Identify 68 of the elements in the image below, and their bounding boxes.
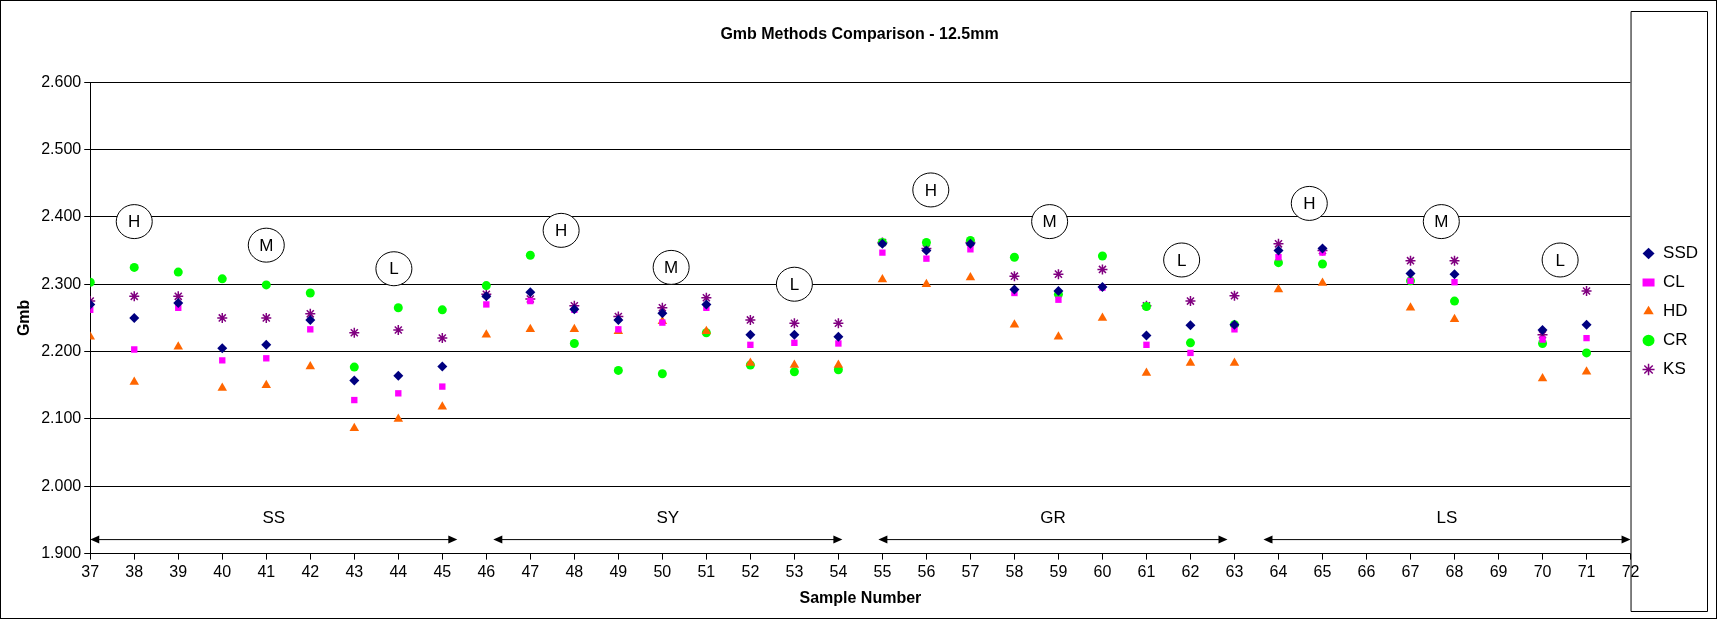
y-tick-label: 2.000 bbox=[41, 476, 82, 494]
y-tick-label: 1.900 bbox=[41, 544, 82, 562]
y-tick-label: 2.200 bbox=[41, 341, 82, 359]
x-tick-label: 63 bbox=[1225, 562, 1244, 580]
x-tick-label: 62 bbox=[1181, 562, 1200, 580]
x-tick-label: 48 bbox=[565, 562, 584, 580]
legend-label: CR bbox=[1663, 330, 1688, 350]
x-tick-label: 56 bbox=[917, 562, 936, 580]
annotation: GR bbox=[1040, 508, 1066, 528]
annotation: L bbox=[789, 274, 800, 294]
x-tick-label: 65 bbox=[1313, 562, 1332, 580]
x-tick-label: 51 bbox=[697, 562, 716, 580]
x-tick-label: 67 bbox=[1401, 562, 1420, 580]
x-tick-label: 38 bbox=[125, 562, 144, 580]
annotation: L bbox=[1176, 250, 1187, 270]
annotation: M bbox=[664, 258, 679, 278]
x-tick-label: 39 bbox=[169, 562, 188, 580]
x-tick-label: 61 bbox=[1137, 562, 1156, 580]
legend-label: SSD bbox=[1663, 243, 1699, 263]
x-tick-label: 55 bbox=[873, 562, 892, 580]
annotation: L bbox=[1555, 250, 1565, 270]
y-tick-label: 2.300 bbox=[41, 274, 82, 292]
annotation: H bbox=[128, 212, 141, 232]
x-tick-label: 66 bbox=[1357, 562, 1376, 580]
x-tick-label: 59 bbox=[1049, 562, 1068, 580]
x-tick-label: 40 bbox=[213, 562, 232, 580]
x-tick-label: 69 bbox=[1489, 562, 1508, 580]
annotation: SY bbox=[656, 508, 680, 528]
x-tick-label: 52 bbox=[741, 562, 760, 580]
x-tick-label: 53 bbox=[785, 562, 804, 580]
annotation: SS bbox=[262, 508, 286, 528]
x-tick-label: 60 bbox=[1093, 562, 1112, 580]
x-tick-label: 68 bbox=[1445, 562, 1464, 580]
x-tick-label: 72 bbox=[1621, 562, 1640, 580]
legend-label: KS bbox=[1663, 359, 1686, 379]
x-tick-label: 71 bbox=[1577, 562, 1596, 580]
y-tick-label: 2.400 bbox=[41, 207, 82, 225]
x-axis-title: Sample Number bbox=[799, 588, 922, 606]
annotation: H bbox=[1303, 194, 1316, 214]
y-tick-label: 2.500 bbox=[41, 139, 82, 157]
annotation: LS bbox=[1436, 508, 1458, 528]
chart-title: Gmb Methods Comparison - 12.5mm bbox=[720, 25, 999, 43]
x-tick-label: 58 bbox=[1005, 562, 1024, 580]
annotation: M bbox=[259, 235, 274, 255]
x-tick-label: 64 bbox=[1269, 562, 1288, 580]
x-tick-label: 42 bbox=[301, 562, 320, 580]
annotation: L bbox=[389, 259, 399, 279]
annotation: H bbox=[924, 180, 937, 200]
annotation: H bbox=[554, 221, 568, 241]
x-tick-label: 41 bbox=[257, 562, 276, 580]
x-tick-label: 54 bbox=[829, 562, 848, 580]
legend-label: CL bbox=[1663, 272, 1685, 292]
x-tick-label: 57 bbox=[961, 562, 980, 580]
x-tick-label: 46 bbox=[477, 562, 496, 580]
y-axis-title: Gmb bbox=[15, 299, 33, 337]
x-tick-label: 70 bbox=[1533, 562, 1552, 580]
y-tick-label: 2.600 bbox=[41, 72, 82, 90]
y-tick-label: 2.100 bbox=[41, 409, 82, 427]
annotation: M bbox=[1042, 212, 1057, 232]
x-tick-label: 43 bbox=[345, 562, 364, 580]
x-tick-label: 45 bbox=[433, 562, 452, 580]
x-tick-label: 47 bbox=[521, 562, 540, 580]
x-tick-label: 50 bbox=[653, 562, 672, 580]
x-tick-label: 37 bbox=[81, 562, 100, 580]
x-tick-label: 49 bbox=[609, 562, 628, 580]
legend-label: HD bbox=[1663, 301, 1688, 321]
annotation: M bbox=[1434, 212, 1449, 232]
x-tick-label: 44 bbox=[389, 562, 408, 580]
